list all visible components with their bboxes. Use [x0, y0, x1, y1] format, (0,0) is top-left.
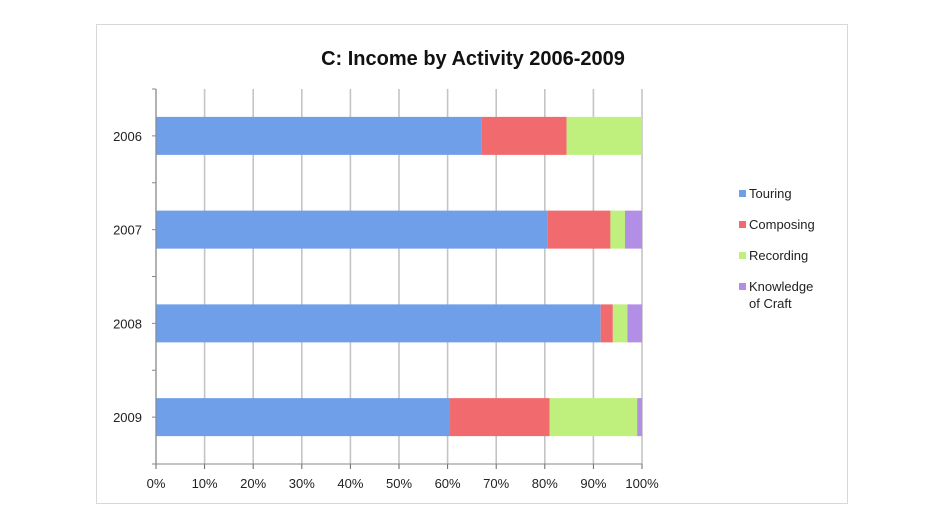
bars — [156, 116, 642, 437]
bar-2008-recording — [612, 304, 628, 343]
legend-label: Composing — [749, 217, 815, 232]
legend-swatch — [739, 221, 746, 228]
y-tick-label: 2008 — [113, 316, 142, 331]
legend-label: Knowledge of Craft — [749, 279, 813, 311]
chart-title: C: Income by Activity 2006-2009 — [321, 48, 625, 70]
x-tick-label: 60% — [435, 476, 461, 491]
x-tick-label: 80% — [532, 476, 558, 491]
x-tick-label: 50% — [386, 476, 412, 491]
bar-2009-touring — [156, 398, 451, 437]
bar-2007-knowledge-of-craft — [624, 210, 642, 249]
x-tick-label: 40% — [337, 476, 363, 491]
legend-swatch — [739, 252, 746, 259]
y-tick-label: 2009 — [113, 410, 142, 425]
legend-swatch — [739, 190, 746, 197]
bar-2008-composing — [600, 304, 613, 343]
bar-2007-recording — [610, 210, 625, 249]
bar-2007-composing — [547, 210, 611, 249]
x-tick-label: 100% — [625, 476, 659, 491]
x-tick-label: 30% — [289, 476, 315, 491]
legend-swatch — [739, 283, 746, 290]
bar-2009-composing — [450, 398, 550, 437]
axes: 0% 10% 20% 30% 40% 50% 60% 70% 80% 90% 100% 2006 200… — [113, 88, 659, 491]
chart-frame: C: Income by Activity 2006-2009 0% 10% 20%… — [96, 24, 848, 504]
y-tick-label: 2006 — [113, 129, 142, 144]
x-tick-label: 10% — [192, 476, 218, 491]
x-tick-label: 70% — [483, 476, 509, 491]
y-tick-label: 2007 — [113, 223, 142, 238]
bar-2008-touring — [156, 304, 601, 343]
bar-2008-knowledge-of-craft — [627, 304, 642, 343]
bar-2009-knowledge-of-craft — [637, 398, 642, 437]
x-tick-label: 20% — [240, 476, 266, 491]
bar-chart: C: Income by Activity 2006-2009 0% 10% 20%… — [113, 48, 815, 491]
bar-2006-touring — [156, 116, 482, 155]
bar-2009-recording — [549, 398, 638, 437]
bar-2006-recording — [566, 116, 642, 155]
x-tick-label: 0% — [147, 476, 166, 491]
legend: Touring Composing Recording Knowledge of Cra… — [739, 186, 815, 311]
legend-label: Recording — [749, 248, 808, 263]
bar-2007-touring — [156, 210, 548, 249]
legend-label: Touring — [749, 186, 792, 201]
bar-2006-composing — [481, 116, 567, 155]
x-tick-label: 90% — [580, 476, 606, 491]
